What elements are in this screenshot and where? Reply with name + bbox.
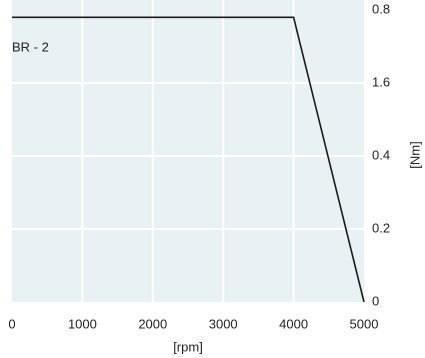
x-axis-label: [rpm] [173,339,203,354]
y-tick-label: 1.6 [372,74,390,89]
plot-background [12,0,364,302]
annotation: BR - 2 [12,39,49,54]
x-tick-label: 2000 [138,316,167,331]
y-tick-label: 0.4 [372,147,390,162]
x-tick-label: 4000 [279,316,308,331]
x-tick-label: 3000 [209,316,238,331]
x-tick-label: 1000 [68,316,97,331]
x-tick-label: 0 [8,316,15,331]
y-tick-label: 0.8 [372,1,390,16]
y-tick-label: 0 [372,293,379,308]
y-tick-label: 0.2 [372,220,390,235]
x-tick-label: 5000 [350,316,379,331]
line [12,16,365,303]
y-axis-label: [Nm] [407,141,422,168]
